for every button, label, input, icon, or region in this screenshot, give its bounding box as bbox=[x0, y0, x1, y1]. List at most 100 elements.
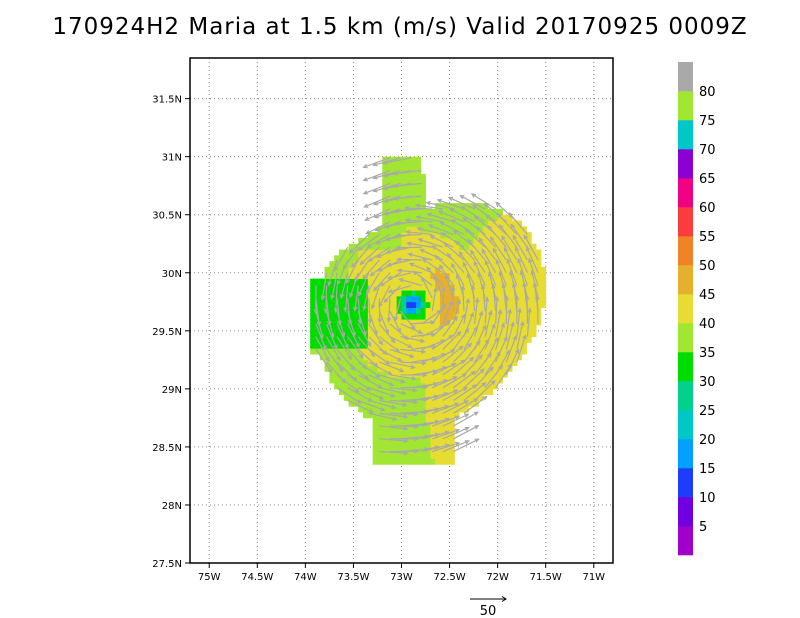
field-cell bbox=[363, 336, 369, 343]
field-cell bbox=[391, 365, 398, 372]
field-cell bbox=[377, 243, 383, 250]
field-cell bbox=[454, 365, 460, 372]
field-cell bbox=[420, 174, 426, 181]
field-cell bbox=[468, 342, 475, 349]
field-cell bbox=[329, 284, 335, 291]
wind-vector bbox=[473, 311, 483, 337]
field-cell bbox=[363, 348, 369, 355]
field-cell bbox=[396, 458, 402, 465]
field-cell bbox=[463, 261, 470, 268]
field-cell bbox=[411, 441, 417, 448]
field-cell bbox=[411, 185, 417, 192]
field-cell bbox=[415, 406, 422, 413]
field-cell bbox=[401, 185, 407, 192]
wind-vector-head bbox=[439, 221, 445, 226]
field-cell bbox=[435, 348, 441, 355]
field-cell bbox=[449, 371, 455, 378]
field-cell bbox=[463, 220, 470, 227]
field-cell bbox=[478, 301, 484, 308]
field-cell bbox=[319, 325, 325, 332]
wind-vector bbox=[526, 246, 539, 274]
field-cell bbox=[411, 284, 417, 291]
field-cell bbox=[411, 214, 417, 221]
field-cell bbox=[377, 342, 383, 349]
field-cell bbox=[415, 429, 422, 436]
wind-vector-head bbox=[385, 249, 391, 255]
field-cell bbox=[459, 226, 465, 233]
wind-vector bbox=[512, 235, 528, 261]
field-cell bbox=[435, 237, 441, 245]
colorbar-segment bbox=[678, 265, 693, 295]
wind-vector-head bbox=[383, 211, 389, 216]
field-cell bbox=[358, 365, 364, 372]
field-cell bbox=[492, 313, 499, 320]
field-cell bbox=[439, 313, 446, 320]
field-cell bbox=[415, 354, 422, 361]
wind-vector bbox=[426, 201, 454, 210]
field-cell bbox=[411, 458, 417, 465]
field-cell bbox=[382, 313, 388, 320]
field-cell bbox=[521, 243, 527, 250]
y-tick-label: 27.5N bbox=[152, 559, 182, 570]
field-cell bbox=[425, 214, 431, 221]
field-cell bbox=[324, 278, 330, 285]
field-cell bbox=[396, 226, 402, 233]
field-cell bbox=[367, 354, 374, 361]
field-cell bbox=[377, 412, 383, 419]
field-cell bbox=[459, 295, 465, 303]
field-cell bbox=[449, 307, 455, 314]
field-cell bbox=[372, 441, 378, 448]
wind-vector bbox=[484, 310, 492, 337]
field-cell bbox=[430, 452, 436, 459]
wind-vector-head bbox=[469, 311, 475, 318]
field-cell bbox=[521, 226, 527, 233]
field-cell bbox=[406, 284, 412, 291]
wind-vector-head bbox=[392, 183, 398, 189]
field-cell bbox=[367, 412, 374, 419]
field-cell bbox=[435, 319, 441, 326]
wind-vector-head bbox=[392, 171, 398, 176]
field-cell bbox=[367, 377, 374, 384]
field-cell bbox=[425, 354, 431, 361]
wind-vector-head bbox=[479, 368, 485, 374]
wind-vector-head bbox=[431, 245, 437, 250]
field-cell bbox=[396, 214, 402, 221]
field-cell bbox=[439, 388, 446, 396]
field-cell bbox=[391, 330, 398, 338]
wind-vector-head bbox=[402, 402, 408, 407]
field-cell bbox=[339, 388, 345, 396]
wind-vector bbox=[526, 308, 531, 337]
field-cell bbox=[468, 325, 475, 332]
field-cell bbox=[497, 220, 503, 227]
field-cell bbox=[406, 330, 412, 338]
field-cell bbox=[420, 243, 426, 250]
wind-vector-head bbox=[372, 201, 379, 206]
field-cell bbox=[526, 330, 532, 338]
wind-vector-head bbox=[464, 440, 471, 445]
field-cell bbox=[310, 348, 316, 355]
field-cell bbox=[430, 325, 436, 332]
field-cell bbox=[372, 400, 378, 407]
field-cell bbox=[497, 313, 503, 320]
wind-vector-head bbox=[528, 257, 533, 263]
wind-vector-head bbox=[510, 223, 515, 229]
wind-vector-head bbox=[327, 281, 332, 287]
field-cell bbox=[420, 284, 426, 291]
field-cell bbox=[406, 295, 412, 303]
wind-vector-head bbox=[399, 368, 405, 373]
wind-vector bbox=[406, 231, 433, 236]
wind-vector bbox=[394, 195, 422, 200]
field-cell bbox=[454, 330, 460, 338]
colorbar-segment bbox=[678, 149, 693, 179]
x-tick-label: 75W bbox=[198, 572, 221, 583]
wind-vector bbox=[463, 368, 485, 389]
field-cell bbox=[478, 336, 484, 343]
field-cell bbox=[492, 237, 499, 245]
field-cell bbox=[439, 319, 446, 326]
wind-vector-head bbox=[493, 337, 499, 343]
wind-vector bbox=[336, 349, 355, 371]
field-cell bbox=[430, 412, 436, 419]
wind-vector-head bbox=[508, 212, 514, 218]
field-cell bbox=[473, 266, 479, 274]
wind-vector bbox=[495, 364, 512, 389]
